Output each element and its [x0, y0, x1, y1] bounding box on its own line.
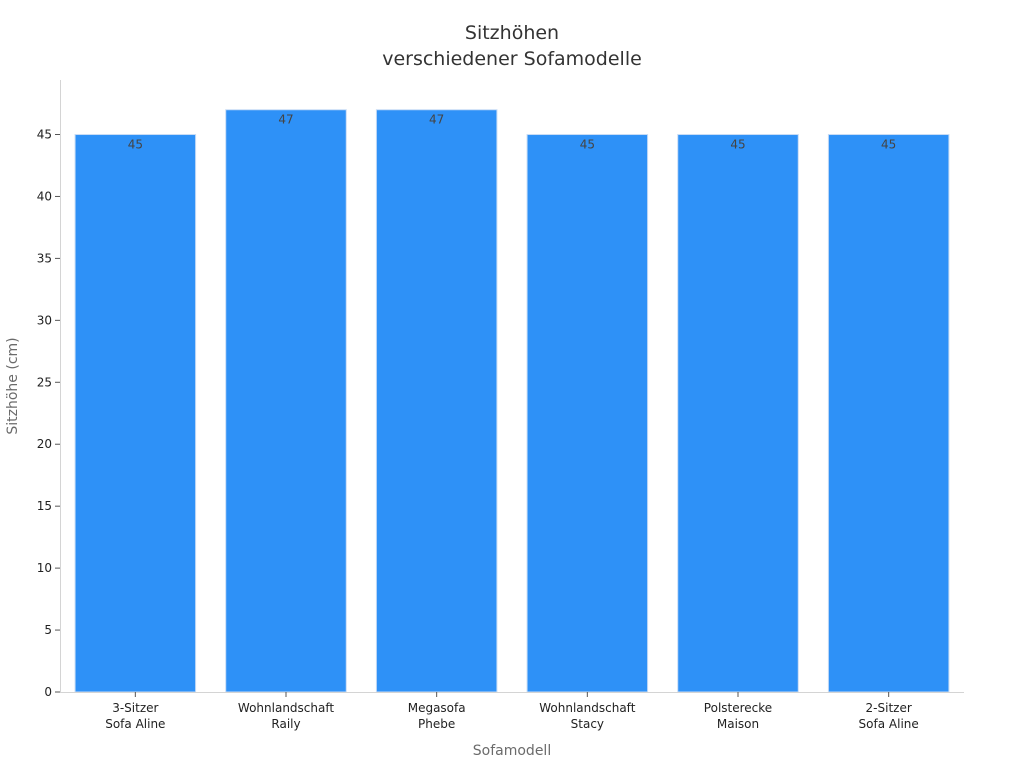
bar-value-label: 45 — [580, 138, 595, 152]
y-tick-label: 20 — [37, 437, 52, 451]
x-tick-label: Polsterecke — [704, 701, 772, 715]
y-tick-label: 10 — [37, 561, 52, 575]
bar-value-label: 45 — [128, 138, 143, 152]
bar — [677, 134, 799, 693]
bar — [827, 134, 950, 693]
chart-title-line-2: verschiedener Sofamodelle — [382, 48, 642, 70]
bars-group — [74, 109, 950, 693]
x-tick-label: Raily — [271, 717, 300, 731]
x-tick-label: Phebe — [418, 717, 455, 731]
bar — [74, 134, 197, 693]
bar — [526, 134, 649, 693]
bar-value-label: 47 — [429, 113, 444, 127]
x-tick-label: Wohnlandschaft — [539, 701, 635, 715]
x-axis-title: Sofamodell — [473, 743, 551, 759]
bar-value-label: 45 — [881, 138, 896, 152]
y-tick-label: 35 — [37, 251, 52, 265]
x-tick-label: 2-Sitzer — [866, 701, 912, 715]
bar-value-label: 45 — [730, 138, 745, 152]
y-tick-label: 30 — [37, 313, 52, 327]
data-labels-group: 45 47 47 45 45 45 — [128, 113, 897, 152]
bar — [225, 109, 347, 693]
y-tick-label: 40 — [37, 189, 52, 203]
y-axis-title: Sitzhöhe (cm) — [5, 337, 21, 434]
chart-title-line-1: Sitzhöhen — [465, 22, 559, 44]
y-tick-label: 25 — [37, 375, 52, 389]
x-tick-label: Sofa Aline — [859, 717, 919, 731]
bar-value-label: 47 — [278, 113, 293, 127]
x-ticks-group: 3-Sitzer Sofa Aline Wohnlandschaft Raily Meg… — [105, 692, 919, 731]
x-tick-label: Sofa Aline — [105, 717, 165, 731]
y-tick-label: 0 — [44, 685, 52, 699]
x-tick-label: Stacy — [571, 717, 604, 731]
bar — [375, 109, 498, 693]
y-tick-label: 45 — [37, 128, 52, 142]
y-tick-label: 5 — [44, 623, 52, 637]
y-tick-label: 15 — [37, 499, 52, 513]
x-tick-label: Megasofa — [408, 701, 466, 715]
x-tick-label: 3-Sitzer — [112, 701, 158, 715]
x-tick-label: Wohnlandschaft — [238, 701, 334, 715]
y-ticks-group: 0 5 10 15 20 25 30 35 40 45 — [37, 128, 60, 699]
x-tick-label: Maison — [717, 717, 759, 731]
